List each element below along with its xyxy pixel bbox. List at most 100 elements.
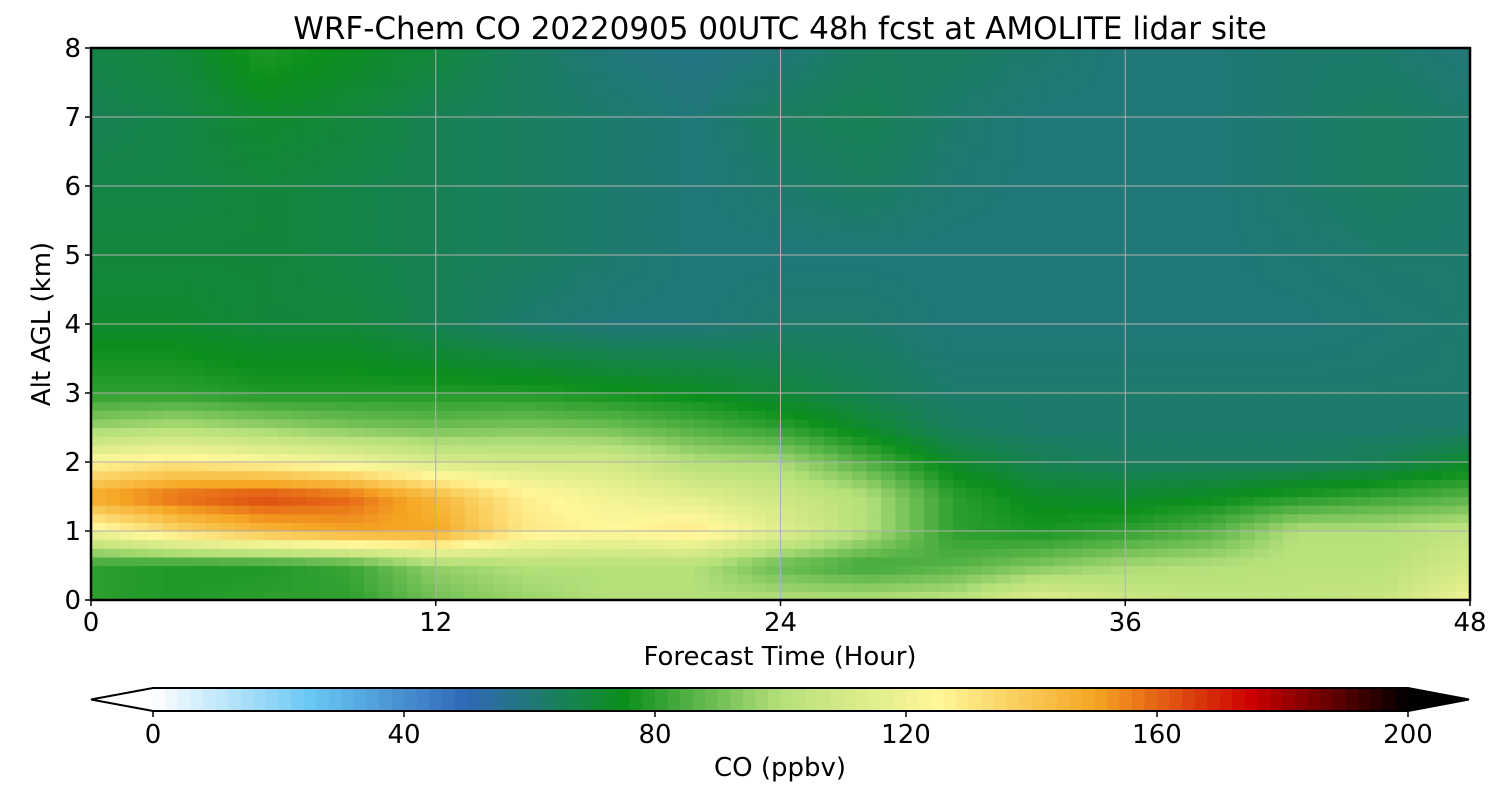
heatmap-cell [1240, 418, 1256, 429]
heatmap-cell [435, 410, 451, 420]
heatmap-cell [1340, 496, 1356, 506]
heatmap-cell [536, 548, 552, 558]
heatmap-cell [1110, 358, 1126, 368]
heatmap-cell [952, 177, 968, 187]
heatmap-cell [536, 168, 552, 178]
heatmap-cell [924, 582, 940, 592]
heatmap-cell [1082, 453, 1098, 463]
heatmap-cell [1398, 168, 1414, 178]
heatmap-cell [162, 531, 178, 541]
heatmap-cell [1096, 367, 1112, 377]
heatmap-cell [1153, 289, 1169, 299]
heatmap-cell [191, 367, 207, 377]
heatmap-cell [550, 263, 566, 273]
heatmap-cell [1455, 332, 1470, 342]
heatmap-cell [378, 436, 394, 446]
heatmap-cell [809, 531, 825, 541]
heatmap-cell [1096, 393, 1112, 403]
heatmap-cell [421, 453, 437, 463]
heatmap-cell [579, 496, 595, 506]
heatmap-cell [1426, 160, 1442, 170]
heatmap-cell [1197, 591, 1213, 600]
heatmap-cell [608, 280, 624, 291]
heatmap-cell [335, 453, 351, 463]
heatmap-cell [866, 418, 882, 429]
heatmap-cell [435, 211, 451, 222]
heatmap-cell [1197, 324, 1213, 334]
heatmap-cell [119, 151, 135, 161]
heatmap-cell [1283, 315, 1299, 325]
heatmap-cell [177, 349, 193, 360]
heatmap-cell [191, 582, 207, 592]
heatmap-cell [723, 203, 739, 213]
heatmap-cell [1096, 548, 1112, 558]
heatmap-cell [464, 341, 480, 351]
heatmap-cell [421, 177, 437, 187]
heatmap-cell [909, 255, 925, 265]
heatmap-cell [1039, 151, 1055, 161]
heatmap-cell [1182, 237, 1198, 247]
heatmap-cell [751, 332, 767, 342]
heatmap-cell [177, 186, 193, 196]
heatmap-cell [378, 539, 394, 549]
heatmap-cell [1426, 298, 1442, 308]
heatmap-cell [1197, 574, 1213, 584]
heatmap-cell [679, 453, 695, 463]
heatmap-cell [1383, 237, 1399, 247]
heatmap-cell [651, 255, 667, 265]
heatmap-cell [1268, 341, 1284, 351]
heatmap-cell [536, 401, 552, 411]
heatmap-cell [220, 539, 236, 549]
heatmap-cell [565, 203, 580, 213]
heatmap-cell [1153, 513, 1169, 523]
heatmap-cell [306, 479, 322, 489]
heatmap-cell [205, 582, 221, 592]
heatmap-cell [924, 358, 940, 368]
heatmap-cell [823, 168, 839, 178]
heatmap-cell [320, 367, 336, 377]
heatmap-cell [392, 418, 408, 429]
heatmap-cell [134, 479, 150, 489]
heatmap-cell [924, 401, 940, 411]
heatmap-cell [1311, 479, 1327, 489]
heatmap-cell [1283, 306, 1299, 316]
heatmap-cell [837, 255, 853, 265]
heatmap-cell [1283, 246, 1299, 256]
heatmap-cell [723, 522, 739, 532]
heatmap-cell [766, 151, 782, 161]
heatmap-cell [1355, 548, 1371, 558]
heatmap-cell [550, 548, 566, 558]
heatmap-cell [550, 272, 566, 282]
heatmap-cell [1441, 531, 1457, 541]
heatmap-cell [995, 255, 1011, 265]
heatmap-cell [995, 548, 1011, 558]
heatmap-cell [378, 255, 394, 265]
heatmap-cell [694, 513, 710, 523]
heatmap-cell [780, 513, 796, 523]
heatmap-cell [967, 229, 983, 239]
heatmap-cell [536, 298, 552, 308]
heatmap-cell [1398, 237, 1414, 247]
heatmap-cell [1383, 522, 1399, 532]
heatmap-cell [1010, 203, 1026, 213]
heatmap-cell [1383, 211, 1399, 222]
heatmap-cell [349, 263, 365, 273]
heatmap-cell [1110, 531, 1126, 541]
heatmap-cell [636, 565, 652, 575]
heatmap-cell [1412, 436, 1428, 446]
heatmap-cell [1311, 418, 1327, 429]
heatmap-cell [608, 263, 624, 273]
heatmap-cell [1053, 444, 1069, 454]
heatmap-cell [134, 151, 150, 161]
heatmap-cell [780, 418, 796, 429]
heatmap-cell [536, 220, 552, 230]
heatmap-cell [909, 539, 925, 549]
heatmap-cell [1455, 436, 1470, 446]
heatmap-cell [1398, 211, 1414, 222]
heatmap-cell [665, 263, 681, 273]
heatmap-cell [1441, 211, 1457, 222]
heatmap-cell [1240, 263, 1256, 273]
heatmap-cell [1039, 418, 1055, 429]
heatmap-cell [837, 470, 853, 480]
heatmap-cell [363, 220, 379, 230]
